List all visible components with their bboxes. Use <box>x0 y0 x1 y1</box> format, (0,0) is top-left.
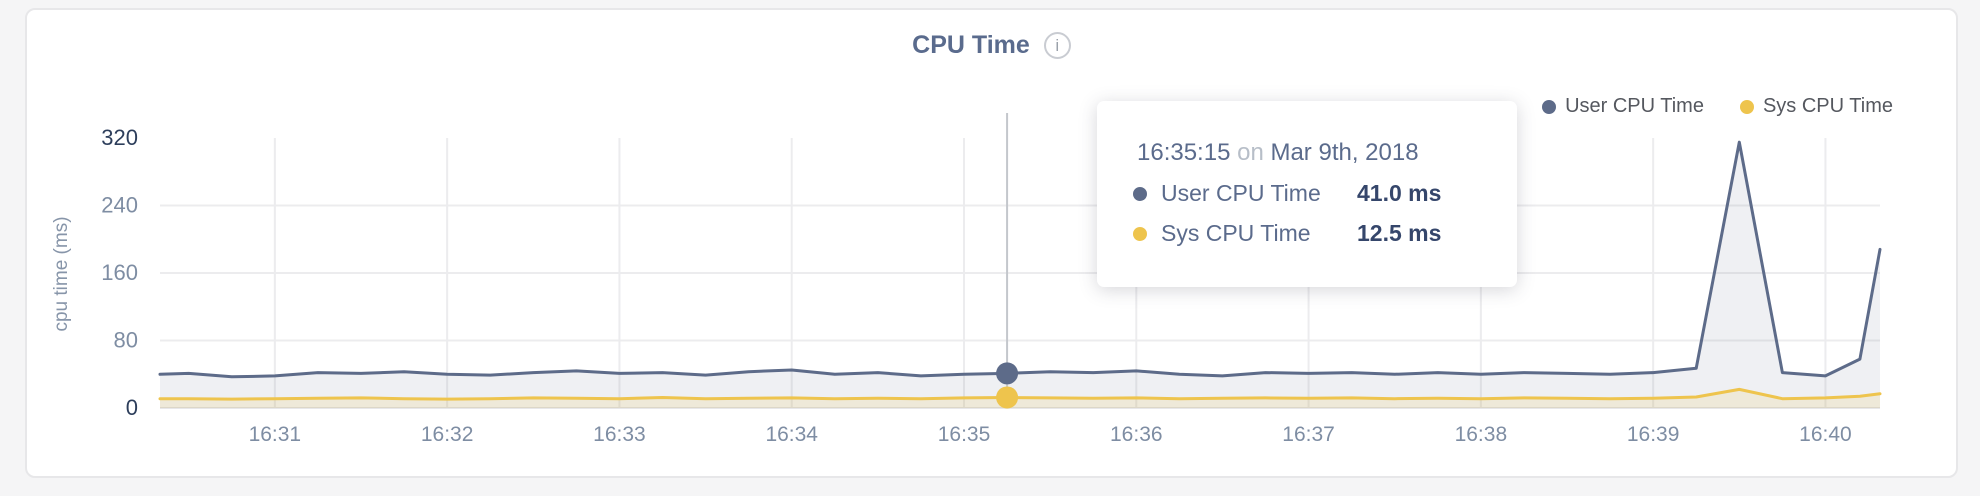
tooltip-series-value: 12.5 ms <box>1357 220 1442 246</box>
svg-text:16:37: 16:37 <box>1282 423 1335 446</box>
legend-item-user-cpu-time[interactable]: User CPU Time <box>1542 95 1704 118</box>
svg-text:16:33: 16:33 <box>593 423 646 446</box>
tooltip-series-value: 41.0 ms <box>1357 180 1442 206</box>
svg-text:16:35: 16:35 <box>938 423 991 446</box>
tooltip-timestamp: 16:35:15 on Mar 9th, 2018 <box>1137 139 1481 167</box>
svg-text:0: 0 <box>126 395 138 420</box>
svg-text:16:36: 16:36 <box>1110 423 1163 446</box>
tooltip-series-label: Sys CPU Time <box>1161 220 1311 246</box>
tooltip-row-user: User CPU Time 41.0 ms <box>1133 180 1481 207</box>
legend-label: User CPU Time <box>1565 95 1704 117</box>
svg-text:16:39: 16:39 <box>1627 423 1680 446</box>
legend-label: Sys CPU Time <box>1762 95 1893 117</box>
svg-text:160: 160 <box>101 260 138 285</box>
legend-dot-user-icon <box>1542 99 1557 114</box>
info-icon[interactable]: i <box>1043 32 1071 59</box>
svg-text:240: 240 <box>101 193 138 218</box>
svg-text:16:34: 16:34 <box>765 423 818 446</box>
svg-text:16:32: 16:32 <box>421 423 474 446</box>
svg-text:16:31: 16:31 <box>249 423 302 446</box>
tooltip-conjunction: on <box>1237 139 1264 166</box>
tooltip-dot-sys-icon <box>1133 226 1147 241</box>
tooltip-series-label: User CPU Time <box>1161 180 1321 206</box>
legend-dot-sys-icon <box>1739 99 1754 114</box>
tooltip-time: 16:35:15 <box>1137 139 1231 166</box>
tooltip-date: Mar 9th, 2018 <box>1270 139 1419 166</box>
chart-legend: User CPU Time Sys CPU Time <box>1542 95 1893 118</box>
svg-text:80: 80 <box>114 328 138 353</box>
svg-text:16:38: 16:38 <box>1455 423 1508 446</box>
chart-title: CPU Time <box>912 31 1030 59</box>
svg-text:320: 320 <box>101 125 138 150</box>
chart-tooltip: 16:35:15 on Mar 9th, 2018 User CPU Time … <box>1097 101 1517 287</box>
svg-text:16:40: 16:40 <box>1799 423 1852 446</box>
tooltip-dot-user-icon <box>1133 186 1147 201</box>
chart-header: CPU Time i <box>25 31 1958 60</box>
tooltip-row-sys: Sys CPU Time 12.5 ms <box>1133 220 1481 247</box>
legend-item-sys-cpu-time[interactable]: Sys CPU Time <box>1739 95 1893 118</box>
